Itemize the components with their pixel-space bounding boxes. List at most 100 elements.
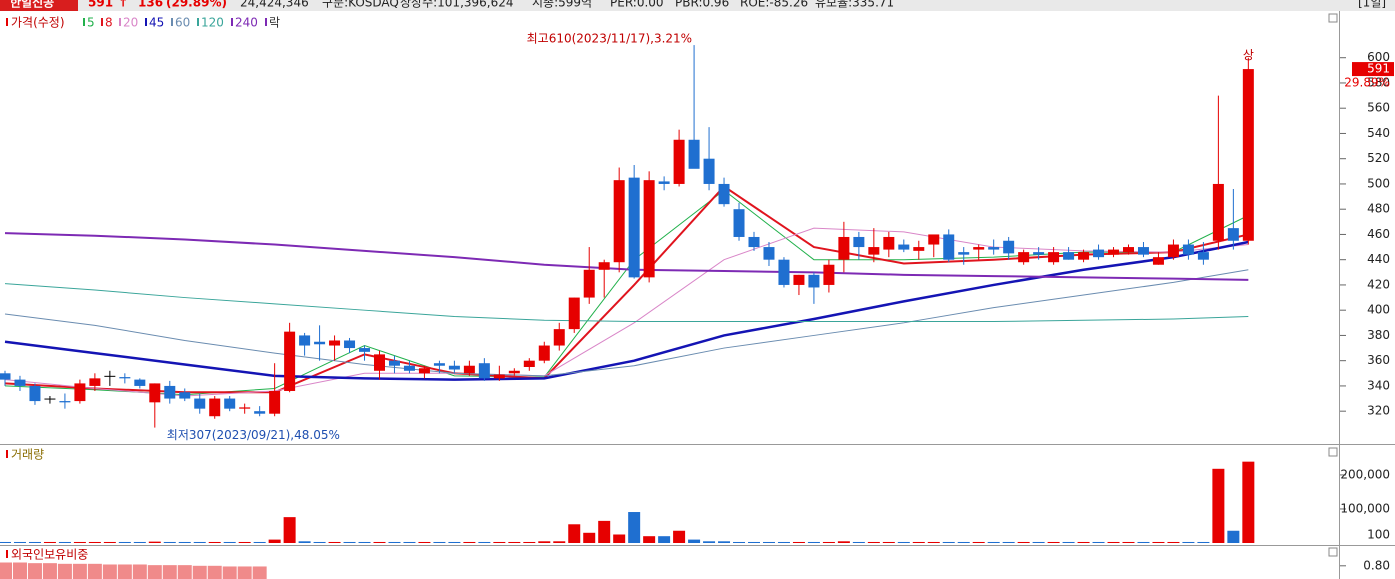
candle-body <box>928 234 940 245</box>
candle-body <box>74 383 86 402</box>
candle-body <box>344 340 356 349</box>
moving-average <box>4 240 1249 381</box>
volume: 24,424,346 <box>240 0 309 10</box>
candle-body <box>403 365 415 371</box>
candle-body <box>179 392 191 399</box>
y-tick-label: 440 <box>1367 252 1390 266</box>
bar <box>43 541 56 543</box>
bar <box>927 541 940 543</box>
bar <box>343 541 356 543</box>
bar <box>852 541 865 543</box>
candle-body <box>433 363 445 366</box>
candle-body <box>808 274 820 288</box>
panel-title: 거래량 <box>11 448 44 462</box>
legend-label: 120 <box>201 16 224 30</box>
bar <box>987 541 1000 543</box>
bar <box>688 539 701 543</box>
candle-body <box>1227 228 1239 241</box>
bar <box>733 541 746 543</box>
y-tick-label: 0.80 <box>1363 558 1390 572</box>
candle-body <box>958 252 970 255</box>
candle-body <box>29 385 41 402</box>
legend-swatch <box>197 18 199 26</box>
bar <box>133 541 146 543</box>
bar <box>583 532 596 543</box>
legend-label: 5 <box>87 16 95 30</box>
candle-body <box>104 375 116 377</box>
bar <box>162 565 177 579</box>
candle-body <box>1182 244 1194 255</box>
bar <box>807 541 820 543</box>
candle-body <box>898 244 910 250</box>
candle-body <box>0 373 11 380</box>
candle-body <box>463 365 475 374</box>
legend-swatch <box>265 18 267 26</box>
bar <box>478 541 491 543</box>
bar <box>1182 541 1195 543</box>
legend-label: 60 <box>175 16 190 30</box>
candle-body <box>868 247 880 255</box>
bar <box>88 541 101 543</box>
candle-body <box>628 177 640 278</box>
period: [1일] <box>1358 0 1386 10</box>
bar <box>972 541 985 543</box>
shares: 상장수:101,396,624 <box>400 0 514 10</box>
candle-body <box>478 363 490 379</box>
candle-body <box>583 269 595 298</box>
legend-label: 45 <box>149 16 164 30</box>
bar <box>822 541 835 543</box>
bar <box>1032 541 1045 543</box>
bar <box>1167 541 1180 543</box>
price-tag <box>1352 62 1394 77</box>
bar <box>837 541 850 543</box>
bar <box>118 541 131 543</box>
candle-body <box>299 335 311 346</box>
pbr: PBR:0.96 <box>675 0 729 10</box>
candle-body <box>658 181 670 184</box>
panel-button[interactable] <box>1328 447 1338 457</box>
bar <box>867 541 880 543</box>
legend-label: 240 <box>235 16 258 30</box>
candle-body <box>359 348 371 352</box>
bar <box>298 541 311 543</box>
bar <box>957 541 970 543</box>
candle-body <box>59 401 71 403</box>
moving-average <box>4 269 1249 377</box>
bar <box>463 541 476 543</box>
moving-average <box>4 283 1249 323</box>
candle-body <box>388 360 400 366</box>
candle-body <box>1003 240 1015 254</box>
candle-body <box>164 385 176 399</box>
candle-body <box>1048 252 1060 263</box>
y-tick-label: 100,000 <box>1340 501 1390 515</box>
y-tick-label: 340 <box>1367 378 1390 392</box>
y-tick-label: 420 <box>1367 277 1390 291</box>
candle-body <box>838 236 850 260</box>
price: 591 <box>88 0 113 10</box>
panel-button[interactable] <box>1328 547 1338 557</box>
price-tag-label: 591 <box>1367 62 1390 76</box>
bar <box>628 512 641 543</box>
candle-body <box>853 236 865 248</box>
bar <box>147 565 162 579</box>
bar <box>117 564 132 579</box>
bar <box>508 541 521 543</box>
bar <box>58 541 71 543</box>
bar <box>493 541 506 543</box>
bar <box>73 541 86 543</box>
bar <box>1107 541 1120 543</box>
header-bar <box>0 0 1395 11</box>
candle-body <box>314 341 326 345</box>
cap: 시총:599억 <box>532 0 592 10</box>
unit-label: 100 <box>1367 528 1390 542</box>
bar <box>658 536 671 543</box>
y-tick-label: 460 <box>1367 227 1390 241</box>
legend-swatch <box>119 18 121 26</box>
bar <box>882 541 895 543</box>
candle-body <box>823 264 835 285</box>
candle-body <box>943 234 955 260</box>
bar <box>132 564 147 579</box>
bar <box>103 541 116 543</box>
panel-button[interactable] <box>1328 13 1338 23</box>
bar <box>538 541 551 543</box>
